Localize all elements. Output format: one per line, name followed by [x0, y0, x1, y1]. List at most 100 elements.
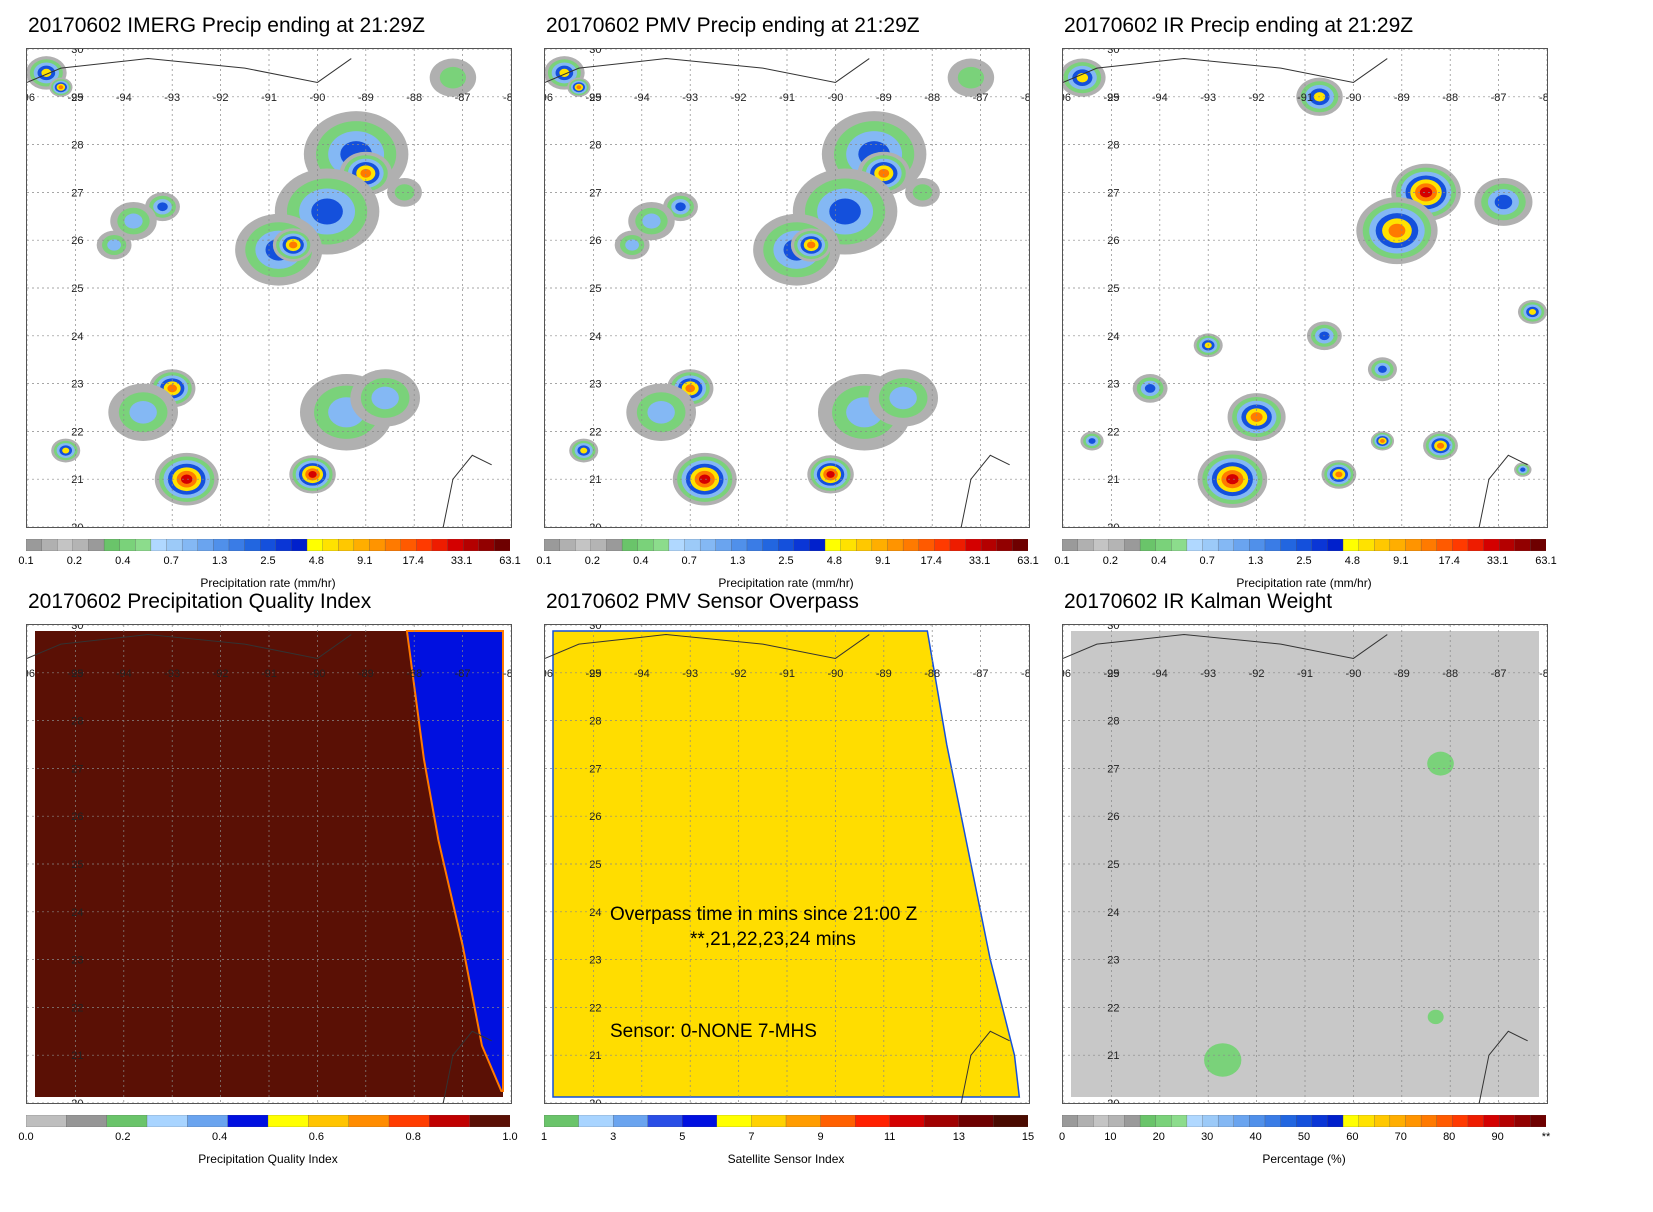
lat-tick-label: 20 [71, 522, 83, 527]
colorbar-swatch [715, 539, 733, 551]
colorbar-tick-label: 0.4 [1151, 555, 1167, 567]
colorbar-swatch [353, 539, 371, 551]
colorbar-swatch [996, 539, 1014, 551]
precip-contour [699, 474, 711, 484]
colorbar-swatch [1311, 1115, 1329, 1127]
colorbar-swatch [1093, 539, 1110, 551]
colorbar-swatch [578, 1115, 614, 1127]
panel-sensor: 20170602 PMV Sensor Overpass -96 -95 -94 -93… [540, 576, 1060, 1176]
colorbar-tick-label: 11 [883, 1131, 896, 1143]
precip-cell [387, 178, 422, 207]
coastline [27, 634, 352, 659]
colorbar-label: Percentage (%) [1262, 1152, 1346, 1166]
precip-cell [868, 369, 939, 427]
sensor-legend-note: Sensor: 0-NONE 7-MHS [610, 1021, 817, 1042]
lat-tick-label: 20 [589, 1098, 601, 1103]
colorbar-swatch [181, 539, 199, 551]
precip-contour [1436, 442, 1445, 449]
lon-tick-label: -86 [503, 668, 511, 680]
colorbar-ticks: 0.0 0.2 0.4 0.6 0.8 1.0 [18, 1131, 517, 1147]
lon-tick-label: -91 [1297, 92, 1313, 104]
lon-tick-label: -90 [309, 668, 325, 680]
colorbar-swatch [1436, 539, 1453, 551]
colorbar-tick-label: 1.3 [1247, 555, 1264, 567]
lon-tick-label: -88 [924, 668, 940, 680]
coastline [960, 1030, 1010, 1103]
map-area: -96 -95 -94 -93 -92 -91 -90 -89 -88 -87 -86 20 21 22 2… [26, 624, 512, 1104]
coastline [442, 1030, 492, 1103]
lon-tick-label: -89 [1394, 92, 1410, 104]
colorbar-swatch [275, 539, 293, 551]
colorbar-swatch [1124, 539, 1141, 551]
coastline [27, 58, 352, 83]
lat-tick-label: 24 [589, 907, 601, 919]
colorbar-tick-label: 0.6 [308, 1131, 325, 1143]
lat-tick-label: 26 [71, 811, 83, 823]
lon-tick-label: -96 [545, 92, 553, 104]
precip-contour [62, 447, 70, 454]
precip-contour [1335, 471, 1343, 478]
colorbar-swatch [820, 1115, 856, 1127]
precip-contour [807, 241, 816, 249]
colorbar-swatch [244, 539, 261, 551]
lon-tick-label: -87 [973, 92, 989, 104]
colorbar-swatch [1342, 539, 1360, 551]
lat-tick-label: 23 [71, 955, 83, 967]
colorbar-swatch [575, 539, 592, 551]
quality-field-low [405, 630, 504, 1092]
colorbar-label: Precipitation rate (mm/hr) [718, 576, 854, 590]
lon-tick-label: -92 [731, 92, 747, 104]
lat-tick-label: 29 [71, 92, 83, 104]
colorbar-tick-label: ** [1541, 1131, 1551, 1143]
lon-tick-label: -92 [731, 668, 747, 680]
colorbar-swatch [348, 1115, 390, 1127]
map-svg: -96 -95 -94 -93 -92 -91 -90 -89 -88 -87 -86 20 21 22 2… [1063, 49, 1547, 527]
lat-tick-label: 26 [71, 235, 83, 247]
precip-contour [675, 202, 686, 212]
colorbar-swatch [1405, 539, 1422, 551]
lat-tick-label: 20 [1107, 522, 1119, 527]
colorbar-swatch [213, 539, 230, 551]
colorbar-swatch [1420, 539, 1438, 551]
lat-tick-label: 27 [71, 187, 83, 199]
colorbar-tick-label: 10 [1104, 1131, 1117, 1143]
lon-tick-label: -86 [503, 92, 511, 104]
precip-contour [576, 85, 582, 90]
precip-contour [124, 213, 143, 229]
colorbar-tick-label: 1 [540, 1131, 548, 1143]
map-area: -96 -95 -94 -93 -92 -91 -90 -89 -88 -87 -86 20 21 22 2… [1062, 48, 1548, 528]
precip-contour [371, 386, 399, 410]
colorbar [26, 539, 510, 551]
lat-tick-label: 25 [71, 283, 83, 295]
colorbar-swatch [150, 539, 168, 551]
colorbar-swatch [57, 539, 74, 551]
lat-tick-label: 22 [589, 426, 601, 438]
colorbar-swatch [267, 1115, 309, 1127]
precip-cell [1517, 299, 1547, 324]
colorbar-tick-label: 1.0 [502, 1131, 518, 1143]
precip-cell [108, 383, 179, 441]
lat-tick-label: 28 [589, 716, 601, 728]
precip-cell [1474, 178, 1533, 226]
lon-tick-label: -92 [1249, 92, 1265, 104]
coastline [545, 58, 870, 83]
lon-tick-label: -93 [682, 92, 698, 104]
colorbar-tick-label: 9.1 [1393, 555, 1409, 567]
lat-tick-label: 24 [1107, 907, 1119, 919]
colorbar-tick-label: 0.2 [584, 555, 601, 567]
colorbar-swatch [400, 539, 417, 551]
colorbar-swatch [902, 539, 920, 551]
colorbar-swatch [1420, 1115, 1438, 1127]
colorbar-tick-label: 0.4 [633, 555, 649, 567]
colorbar-swatch [1389, 539, 1407, 551]
colorbar-swatch [993, 1115, 1028, 1127]
lat-tick-label: 30 [589, 49, 601, 56]
colorbar-tick-label: 3 [610, 1131, 617, 1143]
precip-cell [947, 58, 995, 97]
colorbar-swatch [1389, 1115, 1407, 1127]
colorbar-swatch [228, 539, 246, 551]
colorbar-tick-label: 0.7 [1199, 555, 1215, 567]
colorbar-swatch [699, 539, 717, 551]
colorbar-swatch [1342, 1115, 1360, 1127]
precip-cell [567, 77, 591, 97]
